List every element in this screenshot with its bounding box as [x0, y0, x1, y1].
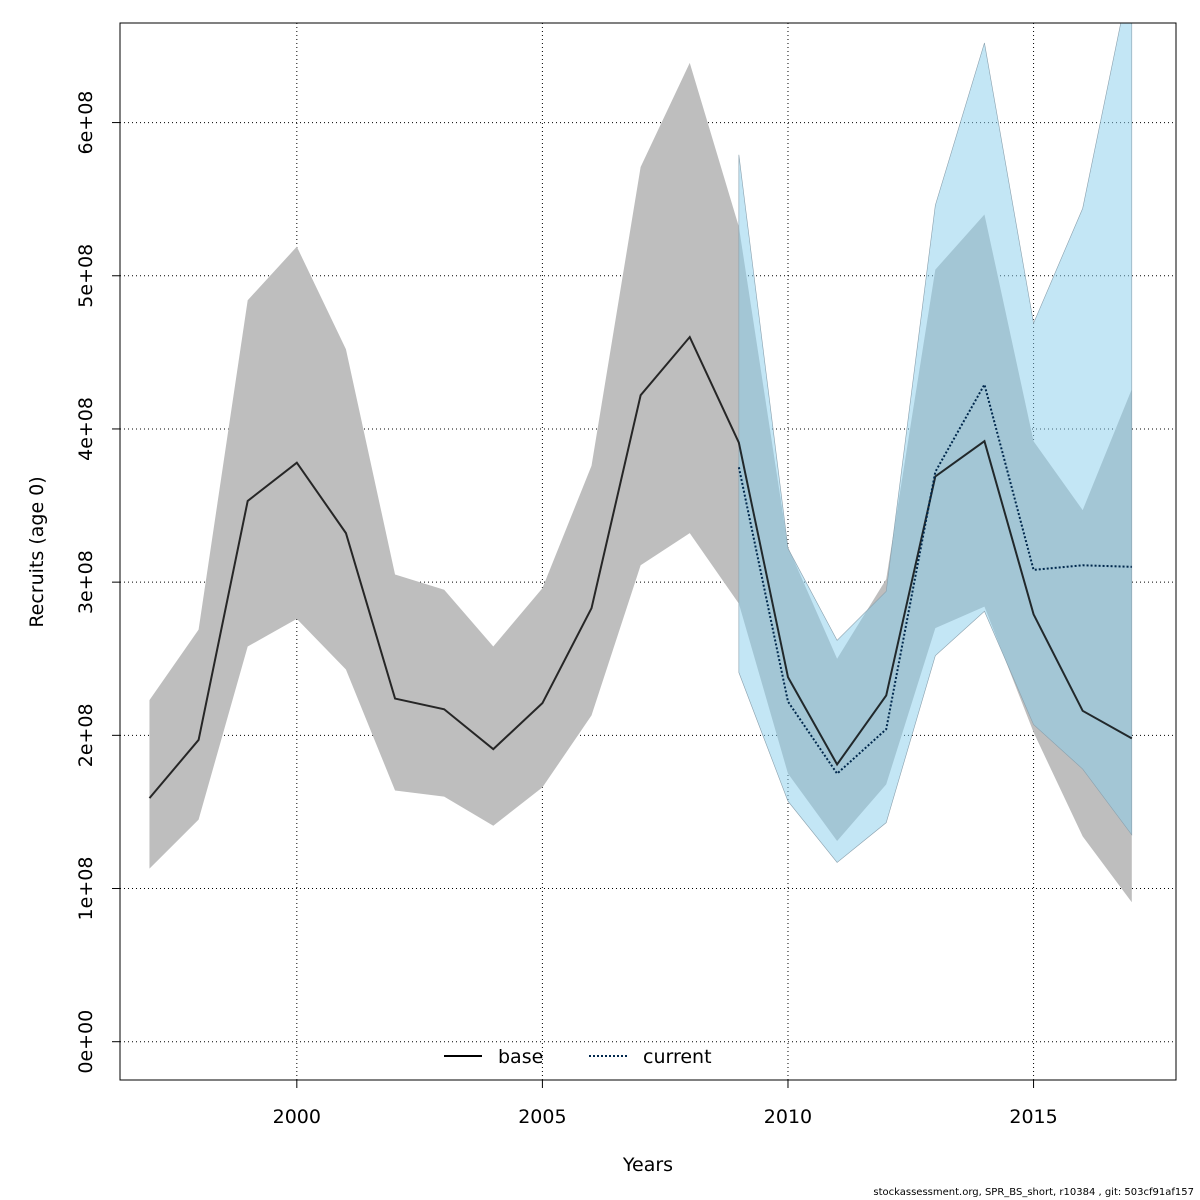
x-axis: 2000 2005 2010 2015	[273, 1080, 1058, 1128]
plot-frame	[119, 22, 1177, 1081]
x-tick-label: 2000	[273, 1106, 321, 1128]
x-tick-label: 2010	[764, 1106, 812, 1128]
y-tick-label: 3e+08	[75, 550, 97, 614]
legend-base-label: base	[498, 1046, 543, 1068]
x-tick-label: 2005	[518, 1106, 566, 1128]
y-tick-label: 6e+08	[75, 91, 97, 155]
line-current	[737, 381, 1132, 776]
x-tick-label: 2015	[1009, 1106, 1057, 1128]
y-tick-label: 2e+08	[75, 703, 97, 767]
y-tick-label: 4e+08	[75, 397, 97, 461]
y-tick-label: 0e+00	[75, 1010, 97, 1074]
footer-credit: stockassessment.org, SPR_BS_short, r1038…	[873, 1187, 1194, 1198]
y-axis: 0e+00 1e+08 2e+08 3e+08 4e+08 5e+08 6e+08	[75, 91, 120, 1074]
series-lines	[148, 335, 1133, 799]
y-axis-title: Recruits (age 0)	[26, 476, 48, 627]
line-base	[148, 335, 1133, 799]
x-axis-title: Years	[622, 1154, 673, 1176]
legend: base current	[444, 1046, 712, 1068]
y-tick-label: 1e+08	[75, 857, 97, 921]
band-current	[738, 23, 1133, 863]
legend-current-label: current	[643, 1046, 712, 1068]
y-tick-label: 5e+08	[75, 244, 97, 308]
